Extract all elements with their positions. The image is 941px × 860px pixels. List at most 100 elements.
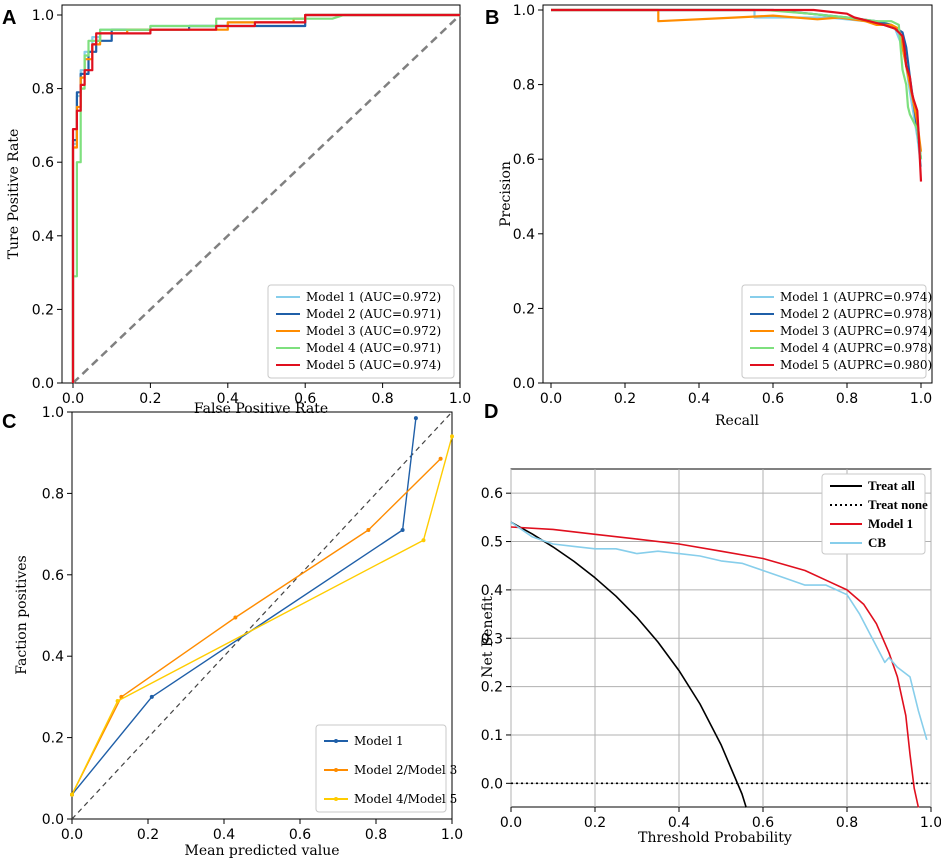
legend-marker: [334, 797, 338, 801]
series-line-model-4-auprc-0-978: [551, 8, 923, 160]
panel-c-ylabel: Faction positives: [14, 555, 30, 675]
panel-a-frame: [61, 4, 461, 384]
y-tick-label: 0.2: [32, 302, 54, 318]
y-tick-label: 0.0: [42, 812, 64, 828]
panel-b-y-ticks: 0.0 0.2 0.4 0.6 0.8 1.0: [513, 3, 543, 392]
series-marker: [233, 615, 238, 620]
panel-c-plot-area: [70, 411, 454, 820]
y-tick-label: 0.3: [481, 631, 503, 647]
legend-label: Treat all: [868, 478, 915, 493]
panel-b-ylabel: Precision: [498, 161, 514, 227]
panel-letter-b: B: [485, 7, 499, 29]
legend-label: Model 2 (AUPRC=0.978): [780, 307, 932, 321]
y-tick-label: 0.4: [32, 229, 54, 245]
panel-a-legend: Model 1 (AUC=0.972) Model 2 (AUC=0.971) Mo…: [267, 284, 455, 379]
x-tick-label: 0.2: [137, 827, 159, 843]
legend-label: Model 1: [868, 516, 913, 531]
series-marker: [413, 416, 418, 421]
x-tick-label: 0.4: [213, 827, 235, 843]
legend-box: [741, 284, 927, 379]
legend-label: Model 5 (AUPRC=0.980): [780, 358, 932, 372]
y-tick-label: 0.4: [481, 583, 503, 599]
legend-marker: [334, 768, 338, 772]
x-tick-label: 0.8: [371, 391, 393, 407]
x-tick-label: 0.0: [540, 391, 562, 407]
panel-d-x-ticks: 0.0 0.2 0.4 0.6 0.8 1.0: [500, 807, 941, 831]
panel-a-plot-area: [71, 13, 461, 384]
panel-a-xlabel: False Positive Rate: [194, 401, 328, 417]
panel-d-y-ticks: 0.0 0.1 0.2 0.3 0.4 0.5 0.6: [481, 486, 511, 792]
y-tick-label: 0.6: [42, 568, 64, 584]
series-line-model-3-auprc-0-974: [551, 8, 923, 152]
x-tick-label: 0.0: [61, 827, 83, 843]
panel-d-ylabel: Net Benefit: [480, 596, 496, 678]
legend-label: Treat none: [868, 497, 928, 512]
x-tick-label: 0.8: [365, 827, 387, 843]
x-tick-label: 1.0: [449, 391, 471, 407]
panel-a-x-ticks: 0.0 0.2 0.4 0.6 0.8 1.0: [62, 383, 471, 407]
x-tick-label: 1.0: [920, 815, 941, 831]
legend-label: Model 1 (AUC=0.972): [306, 290, 441, 304]
panel-b-xlabel: Recall: [715, 413, 759, 429]
panel-b: B 0.0 0.2 0.4 0.6 0.8 1.0 0.00.20.40.60.81.0 …: [485, 3, 933, 429]
panel-b-frame: [542, 4, 933, 384]
panel-b-legend: Model 1 (AUPRC=0.974) Model 2 (AUPRC=0.97…: [741, 284, 932, 379]
y-tick-label: 0.8: [42, 486, 64, 502]
x-tick-label: 0.4: [217, 391, 239, 407]
series-line-model-4-auc-0-971: [71, 13, 460, 383]
series-marker: [149, 694, 154, 699]
y-tick-label: 0.4: [42, 649, 64, 665]
series-marker: [70, 792, 74, 797]
x-tick-label: 0.2: [584, 815, 606, 831]
legend-box: [267, 284, 455, 379]
y-tick-label: 0.0: [481, 776, 503, 792]
series-line-model-3-auc-0-972: [71, 13, 460, 383]
legend-label: CB: [868, 535, 886, 550]
y-tick-label: 0.4: [513, 227, 535, 243]
series-marker: [115, 698, 120, 703]
y-tick-label: 0.0: [513, 376, 535, 392]
panel-b-x-ticks: 0.0 0.2 0.4 0.6 0.8 1.0: [540, 383, 932, 407]
panel-letter-d: D: [484, 401, 498, 423]
panel-d-plot-area: [510, 521, 931, 808]
x-tick-label: 0.6: [762, 391, 784, 407]
y-tick-label: 0.8: [32, 82, 54, 98]
reference-diagonal-line: [72, 14, 461, 384]
legend-label: Model 5 (AUC=0.974): [306, 358, 441, 372]
panel-a: A 0.0 0.2 0.4 0.6 0.8 1.0 0.00.20.40.60.81.0 …: [2, 4, 471, 417]
series-line-model-5-auprc-0-980: [551, 8, 923, 182]
legend-marker: [334, 739, 338, 743]
legend-label: Model 1 (AUPRC=0.974): [780, 290, 932, 304]
panel-c-legend: Model 1 Model 2/Model 3 Model 4/Model 5: [315, 724, 457, 813]
y-tick-label: 0.2: [513, 301, 535, 317]
y-tick-label: 0.8: [513, 78, 535, 94]
x-tick-label: 0.6: [752, 815, 774, 831]
legend-label: Model 2/Model 3: [354, 763, 457, 777]
series-marker: [421, 538, 426, 543]
x-tick-label: 0.4: [668, 815, 690, 831]
panel-b-plot-area: [551, 8, 923, 182]
series-line-model-1-auprc-0-974: [551, 8, 923, 167]
y-tick-label: 0.6: [481, 486, 503, 502]
y-tick-label: 0.0: [32, 376, 54, 392]
panel-a-ylabel: Ture Positive Rate: [6, 129, 22, 260]
panel-d: D 0.0 0.2 0.4 0.6 0.8 1.0 0.00.10.20.30.40.50…: [480, 401, 941, 846]
panel-c-x-ticks: 0.0 0.2 0.4 0.6 0.8 1.0: [61, 819, 463, 843]
x-tick-label: 0.0: [62, 391, 84, 407]
series-marker: [366, 528, 371, 533]
panel-letter-a: A: [2, 7, 16, 29]
legend-label: Model 4 (AUC=0.971): [306, 341, 441, 355]
panel-d-legend: Treat all Treat none Model 1 CB: [821, 473, 928, 555]
legend-label: Model 3 (AUPRC=0.974): [780, 324, 932, 338]
legend-label: Model 2 (AUC=0.971): [306, 307, 441, 321]
x-tick-label: 0.8: [836, 815, 858, 831]
x-tick-label: 0.6: [294, 391, 316, 407]
series-line-model-1: [71, 418, 417, 796]
y-tick-label: 0.1: [481, 728, 503, 744]
series-marker: [400, 528, 405, 533]
series-marker: [438, 456, 443, 461]
legend-label: Model 4/Model 5: [354, 792, 457, 806]
series-line-model-2-auprc-0-978: [551, 8, 923, 160]
legend-label: Model 1: [354, 734, 404, 748]
